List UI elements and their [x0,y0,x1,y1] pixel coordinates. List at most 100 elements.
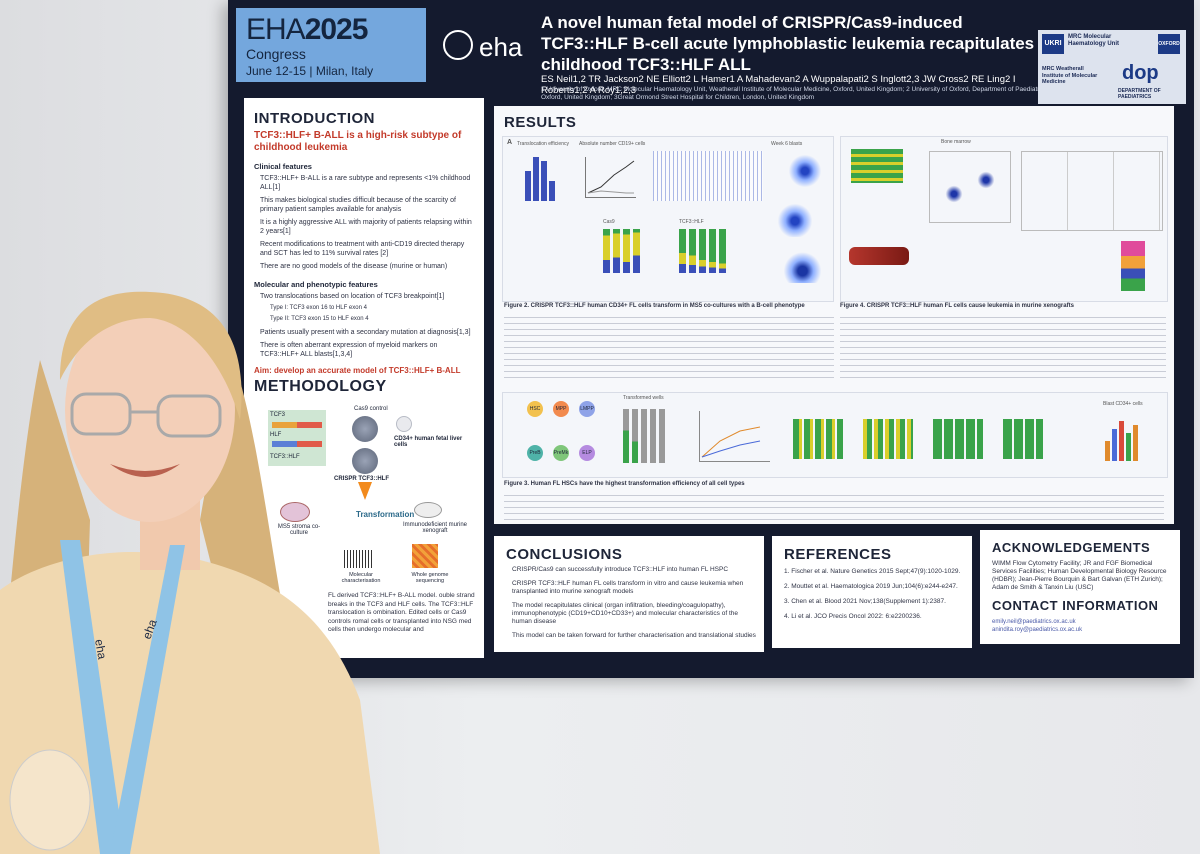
heatmap-icon [412,544,438,568]
acknowledgements-heading: ACKNOWLEDGEMENTS [992,540,1151,555]
organ-image [849,247,909,265]
conference-subtitle: Congress [246,46,306,62]
references-heading: REFERENCES [784,546,892,563]
results-panel: RESULTS A Translocation efficiency Absol… [494,106,1174,524]
list-item: There are no good models of the disease … [260,263,448,270]
conclusions-panel: CONCLUSIONS CRISPR/Cas9 can successfully… [494,536,764,652]
list-item: 4. Li et al. JCO Precis Oncol 2022: 6:e2… [784,613,922,620]
molecular-label: Molecular characterisation [341,572,381,584]
figure-2-legend-text [504,312,834,382]
list-item: There is often aberrant expression of my… [260,342,438,358]
eha-logo: eha [443,30,522,63]
aim-statement: Aim: develop an accurate model of TCF3::… [254,366,461,375]
blast-bars [1105,415,1155,461]
mrc-logo: MRC Molecular Haematology Unit [1068,34,1120,47]
methodology-heading: METHODOLOGY [254,378,387,395]
cell-cluster-icon [352,416,378,442]
line-chart [585,157,636,198]
flow-plots [775,151,825,291]
lanyard-right [110,545,185,854]
list-item: Type I: TCF3 exon 16 to HLF exon 4 [270,305,367,311]
partner-logos: UKRI MRC Molecular Haematology Unit OXFO… [1038,30,1186,104]
transformation-label: Transformation [356,510,415,519]
glasses-left-lens [70,392,132,436]
conclusions-list: CRISPR/Cas9 can successfully introduce T… [512,566,756,640]
cell-cluster-icon [352,448,378,474]
translocation-bar-chart [525,151,565,201]
molecular-list: Two translocations based on location of … [260,292,476,363]
conference-year: 2025 [304,13,369,46]
conference-dates: June 12-15 | Milan, Italy [246,64,374,78]
acknowledgements-panel: ACKNOWLEDGEMENTS WIMM Flow Cytometry Fac… [980,530,1180,644]
list-item: Recent modifications to treatment with a… [260,241,465,257]
dop-subtitle: DEPARTMENT OF PAEDIATRICS [1118,88,1161,100]
list-item: CRISPR/Cas9 can successfully introduce T… [512,566,729,573]
wgs-label: Whole genome sequencing [411,572,449,584]
figure-3-caption: Figure 3. Human FL HSCs have the highest… [504,481,745,487]
email-link[interactable]: anindita.roy@paediatrics.ox.ac.uk [992,627,1083,633]
introduction-heading: INTRODUCTION [254,110,375,127]
list-item: 2. Mouttet et al. Haematologica 2019 Jun… [784,583,958,590]
bone-marrow-flow-plot [929,151,1011,223]
translocation-diagram: TCF3 HLF TCF3::HLF [268,410,326,466]
references-panel: REFERENCES 1. Fischer et al. Nature Gene… [772,536,972,648]
clinical-list: TCF3::HLF+ B-ALL is a rare subtype and r… [260,174,476,275]
references-list: 1. Fischer et al. Nature Genetics 2015 S… [784,568,966,621]
smile [110,464,180,477]
wimm-logo: MRC Weatherall Institute of Molecular Me… [1042,66,1098,85]
engraftment-bars [851,149,903,183]
conference-badge: EHA2025 Congress June 12-15 | Milan, Ita… [236,8,426,82]
contact-heading: CONTACT INFORMATION [992,598,1159,613]
xenograft-label: Immunodeficient murine xenograft [402,522,468,534]
list-item: It is a highly aggressive ALL with major… [260,219,472,235]
clinical-heading: Clinical features [254,162,312,171]
results-heading: RESULTS [504,114,577,131]
glasses-right-lens [156,394,222,438]
face [65,298,235,522]
molecular-heading: Molecular and phenotypic features [254,280,378,289]
figure-4: Bone marrow [840,136,1168,302]
conference-name: EHA [246,13,306,46]
poster-title: A novel human fetal model of CRISPR/Cas9… [541,13,1035,74]
email-link[interactable]: emily.neil@paediatrics.ox.ac.uk [992,619,1076,625]
introduction-panel: INTRODUCTION TCF3::HLF+ B-ALL is a high-… [244,98,484,658]
lanyard-text: eha [140,617,160,641]
wine-glass [9,749,91,851]
conclusions-heading: CONCLUSIONS [506,546,623,563]
poster-authors: ES Neil1,2 TR Jackson2 NE Elliott2 L Ham… [541,74,1016,96]
lanyard-left [60,540,125,854]
list-item: This model can be taken forward for furt… [512,632,756,639]
figure-3-legend-text [504,490,1164,520]
lightning-icon [358,482,372,500]
mouse-icon [396,416,412,432]
stacked-bar-series [793,411,1093,461]
list-item: Type II: TCF3 exon 15 to HLF exon 4 [270,316,369,322]
flow-plot-grid [1021,151,1163,231]
acknowledgements-text: WIMM Flow Cytometry Facility; JR and FGF… [992,560,1167,591]
figure-3: HSC MPP LMPP PreB PreMk ELP Transformed … [502,392,1168,478]
lanyard-text: eha [92,638,109,660]
oxford-logo: OXFORD [1158,34,1180,54]
figure-4-caption: Figure 4. CRISPR TCF3::HLF human FL cell… [840,303,1074,309]
count-lines [701,426,761,458]
list-item: Two translocations based on location of … [260,293,445,300]
sequencing-trace [653,151,763,201]
dop-logo: dop [1122,62,1159,84]
growth-line [587,160,635,194]
ms5-label: MS5 stroma co-culture [277,524,321,536]
absolute-count-line-chart [699,411,770,462]
crispr-label: CRISPR TCF3::HLF [334,476,389,482]
contact-emails: emily.neil@paediatrics.ox.ac.uk anindita… [992,618,1174,634]
list-item: 3. Chen et al. Blood 2021 Nov;138(Supple… [784,598,946,605]
figure-4-legend-text [840,312,1166,382]
hair-top [60,291,242,420]
tcf3-hlf-stacked-bars [679,229,749,273]
introduction-subtitle: TCF3::HLF+ B-ALL is a high-risk subtype … [254,130,462,153]
transformed-wells-bars [623,407,683,463]
petri-dish-icon [280,502,310,522]
eha-flower-icon [443,30,473,60]
methodology-caption: FL derived TCF3::HLF+ B-ALL model. ouble… [328,592,475,633]
list-item: This makes biological studies difficult … [260,197,456,213]
figure-2-caption: Figure 2. CRISPR TCF3::HLF human CD34+ F… [504,303,805,309]
list-item: 1. Fischer et al. Nature Genetics 2015 S… [784,568,961,575]
